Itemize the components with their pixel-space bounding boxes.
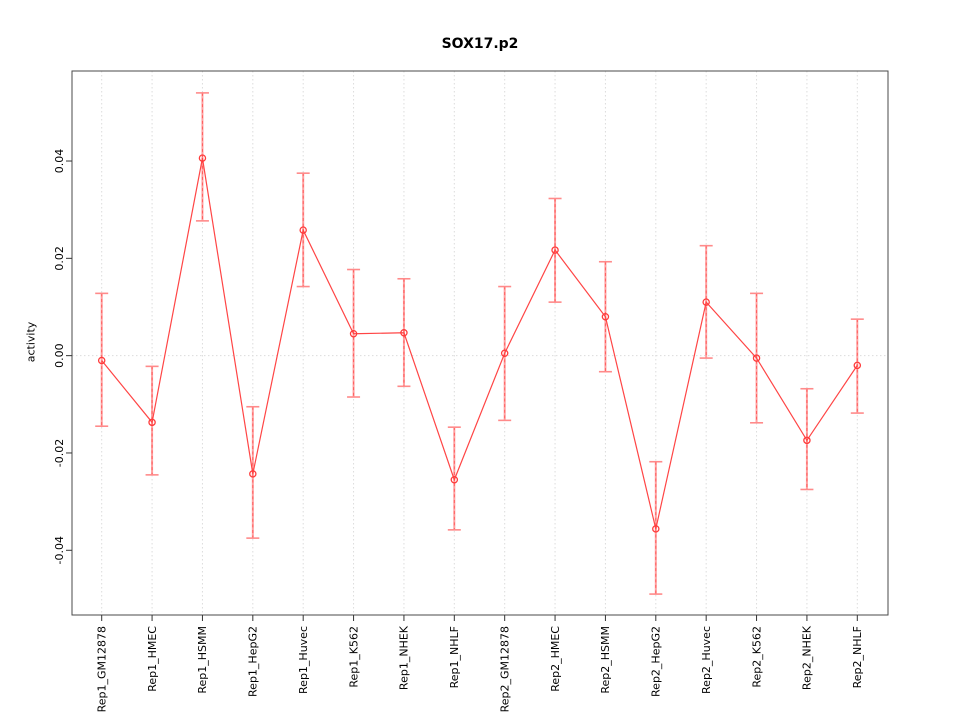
x-tick-label: Rep1_HSMM <box>196 626 209 694</box>
data-point <box>853 361 862 370</box>
data-point <box>652 525 660 533</box>
y-tick-label: -0.02 <box>53 439 66 467</box>
x-tick-label: Rep1_Huvec <box>297 626 310 694</box>
data-point <box>148 418 156 427</box>
x-tick-label: Rep2_NHLF <box>851 626 864 688</box>
chart-title: SOX17.p2 <box>441 36 519 52</box>
series-line <box>101 157 858 530</box>
x-tick-label: Rep2_GM12878 <box>498 626 511 712</box>
x-tick-label: Rep2_K562 <box>750 626 763 688</box>
y-tick-label: 0.00 <box>53 343 66 368</box>
x-tick-label: Rep2_NHEK <box>801 625 814 690</box>
data-point <box>601 312 610 321</box>
x-tick-label: Rep1_K562 <box>347 626 360 688</box>
data-point <box>551 246 559 254</box>
data-point <box>97 356 106 365</box>
x-tick-label: Rep1_GM12878 <box>96 626 109 712</box>
x-tick-label: Rep2_HepG2 <box>650 626 663 697</box>
data-point <box>752 354 761 362</box>
data-point <box>299 226 307 234</box>
x-tick-label: Rep1_NHLF <box>448 626 461 688</box>
data-point <box>803 436 811 445</box>
x-tick-label: Rep1_NHEK <box>398 625 411 690</box>
data-point <box>702 298 710 306</box>
y-axis-title: activity <box>24 321 38 363</box>
x-tick-label: Rep2_HMEC <box>549 626 562 692</box>
data-point <box>198 154 207 162</box>
y-tick-label: -0.04 <box>53 536 66 564</box>
data-point <box>500 349 509 357</box>
y-tick-label: 0.02 <box>53 246 66 271</box>
x-tick-label: Rep1_HepG2 <box>247 626 260 697</box>
data-point <box>450 475 459 484</box>
x-tick-label: Rep2_Huvec <box>700 626 713 694</box>
plot-box <box>71 70 889 616</box>
data-point <box>400 329 408 337</box>
x-tick-label: Rep2_HSMM <box>599 626 612 694</box>
data-point <box>249 470 257 478</box>
y-tick-label: 0.04 <box>53 149 66 174</box>
data-point <box>349 330 358 338</box>
x-tick-label: Rep1_HMEC <box>146 626 159 692</box>
